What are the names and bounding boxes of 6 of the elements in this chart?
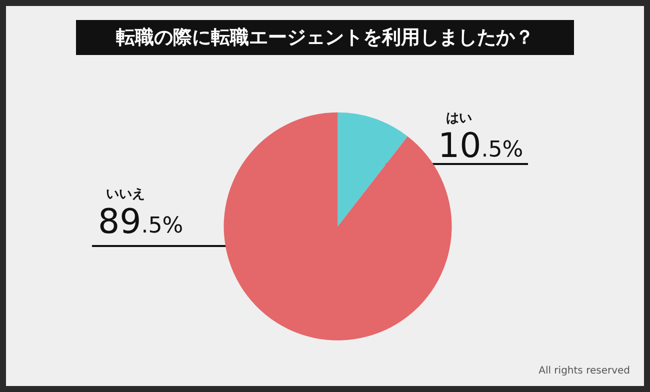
data-label: 89.5% [98,202,184,242]
chart-title: 転職の際に転職エージェントを利用しましたか？ [116,26,534,48]
data-label: 10.5% [438,126,524,166]
text: All rights reserved [538,366,630,376]
slice-label: はい [446,111,472,126]
slice-label: いいえ [106,187,145,202]
